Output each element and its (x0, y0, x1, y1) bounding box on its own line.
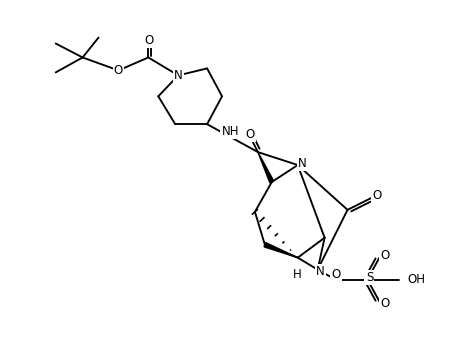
Polygon shape (263, 243, 297, 258)
Polygon shape (257, 152, 273, 183)
Text: O: O (113, 64, 123, 77)
Text: O: O (380, 249, 389, 262)
Text: S: S (365, 271, 372, 284)
Text: N: N (298, 157, 307, 170)
Text: OH: OH (407, 273, 425, 286)
Text: NH: NH (221, 125, 239, 138)
Text: O: O (330, 268, 339, 281)
Text: O: O (372, 190, 381, 202)
Text: O: O (245, 128, 254, 141)
Text: O: O (380, 297, 389, 310)
Text: O: O (144, 34, 154, 47)
Text: N: N (316, 265, 324, 278)
Text: N: N (174, 69, 182, 82)
Text: H: H (293, 268, 301, 281)
